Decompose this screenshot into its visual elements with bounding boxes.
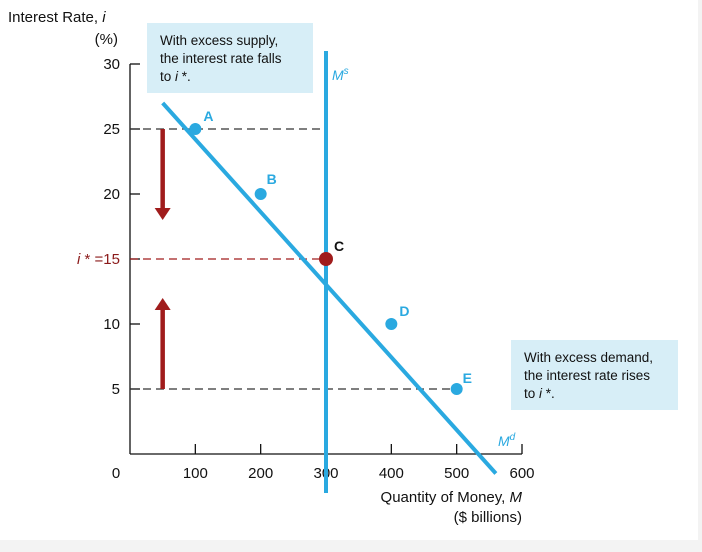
x-tick-label-500: 500 [444, 465, 469, 482]
y-tick-label-5: 5 [112, 381, 120, 398]
y-tick-label-30: 30 [103, 56, 120, 73]
y-tick-label-20: 20 [103, 186, 120, 203]
point-e [450, 383, 463, 395]
x-tick-label-100: 100 [183, 465, 208, 482]
annotation-box-2 [511, 340, 678, 410]
y-axis-unit: (%) [95, 31, 118, 48]
point-c [319, 252, 333, 266]
arrow-head-up [154, 298, 171, 310]
annotation-box-1 [147, 23, 313, 93]
point-label-c: C [334, 238, 344, 254]
x-tick-label-400: 400 [379, 465, 404, 482]
point-a [189, 123, 202, 135]
x-tick-label-0: 0 [112, 465, 120, 482]
y-tick-label-15: i * =15 [77, 251, 120, 268]
point-label-e: E [463, 370, 472, 386]
annotation-1-line-1: With excess supply, [160, 33, 278, 48]
point-b [254, 188, 267, 200]
annotation-1-line-3: to i *. [160, 69, 191, 84]
x-tick-label-200: 200 [248, 465, 273, 482]
series-label-ms: Ms [332, 66, 349, 83]
series-line-md [161, 101, 498, 475]
point-d [385, 318, 398, 330]
point-label-d: D [399, 303, 409, 319]
x-tick-label-600: 600 [509, 465, 534, 482]
y-axis-title: Interest Rate, i [8, 9, 106, 26]
x-axis-title: Quantity of Money, M [381, 489, 523, 506]
point-label-b: B [267, 171, 277, 187]
annotation-2-line-3: to i *. [524, 386, 555, 401]
point-label-a: A [203, 108, 213, 124]
y-tick-label-10: 10 [103, 316, 120, 333]
y-tick-label-25: 25 [103, 121, 120, 138]
arrow-head-down [154, 208, 171, 220]
annotation-1-line-2: the interest rate falls [160, 51, 282, 66]
series-label-md: Md [498, 432, 516, 449]
x-axis-unit: ($ billions) [454, 509, 522, 526]
annotation-2-line-2: the interest rate rises [524, 368, 650, 383]
annotation-2-line-1: With excess demand, [524, 350, 653, 365]
